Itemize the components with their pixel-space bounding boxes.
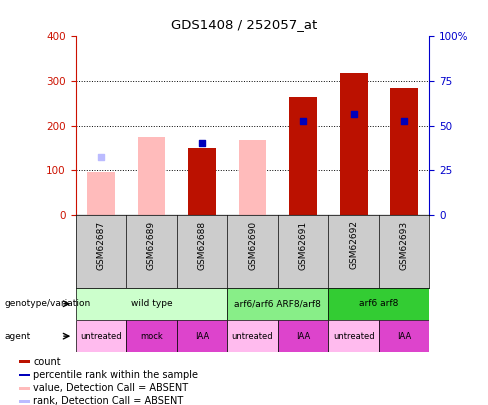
Text: arf6/arf6 ARF8/arf8: arf6/arf6 ARF8/arf8 <box>234 299 321 308</box>
Bar <box>239 140 266 215</box>
Point <box>198 140 206 147</box>
Text: GSM62687: GSM62687 <box>97 220 105 270</box>
Point <box>400 118 408 124</box>
Bar <box>19 400 30 403</box>
Text: GSM62691: GSM62691 <box>299 220 307 270</box>
Bar <box>188 148 216 215</box>
Bar <box>390 88 418 215</box>
Text: genotype/variation: genotype/variation <box>5 299 91 308</box>
Bar <box>138 137 165 215</box>
Text: value, Detection Call = ABSENT: value, Detection Call = ABSENT <box>33 383 188 393</box>
Bar <box>328 288 429 320</box>
Text: GSM62692: GSM62692 <box>349 220 358 269</box>
Point <box>97 153 105 160</box>
Bar <box>126 320 177 352</box>
Text: mock: mock <box>140 332 163 341</box>
Bar <box>76 320 126 352</box>
Bar <box>19 373 30 376</box>
Point <box>299 118 307 124</box>
Text: count: count <box>33 357 61 367</box>
Text: untreated: untreated <box>333 332 374 341</box>
Bar <box>19 360 30 363</box>
Bar <box>379 320 429 352</box>
Point <box>350 111 358 118</box>
Bar <box>76 288 227 320</box>
Bar <box>19 387 30 390</box>
Bar <box>278 320 328 352</box>
Text: GSM62688: GSM62688 <box>198 220 206 270</box>
Bar <box>227 288 328 320</box>
Text: wild type: wild type <box>131 299 172 308</box>
Text: agent: agent <box>5 332 31 341</box>
Bar <box>177 320 227 352</box>
Text: percentile rank within the sample: percentile rank within the sample <box>33 370 198 380</box>
Bar <box>328 320 379 352</box>
Bar <box>340 73 367 215</box>
Text: untreated: untreated <box>80 332 122 341</box>
Text: rank, Detection Call = ABSENT: rank, Detection Call = ABSENT <box>33 396 183 405</box>
Text: GDS1408 / 252057_at: GDS1408 / 252057_at <box>171 18 317 31</box>
Bar <box>227 320 278 352</box>
Bar <box>289 96 317 215</box>
Text: arf6 arf8: arf6 arf8 <box>359 299 399 308</box>
Bar <box>87 173 115 215</box>
Text: GSM62690: GSM62690 <box>248 220 257 270</box>
Text: IAA: IAA <box>397 332 411 341</box>
Text: IAA: IAA <box>296 332 310 341</box>
Text: GSM62693: GSM62693 <box>400 220 408 270</box>
Text: IAA: IAA <box>195 332 209 341</box>
Text: untreated: untreated <box>232 332 273 341</box>
Text: GSM62689: GSM62689 <box>147 220 156 270</box>
